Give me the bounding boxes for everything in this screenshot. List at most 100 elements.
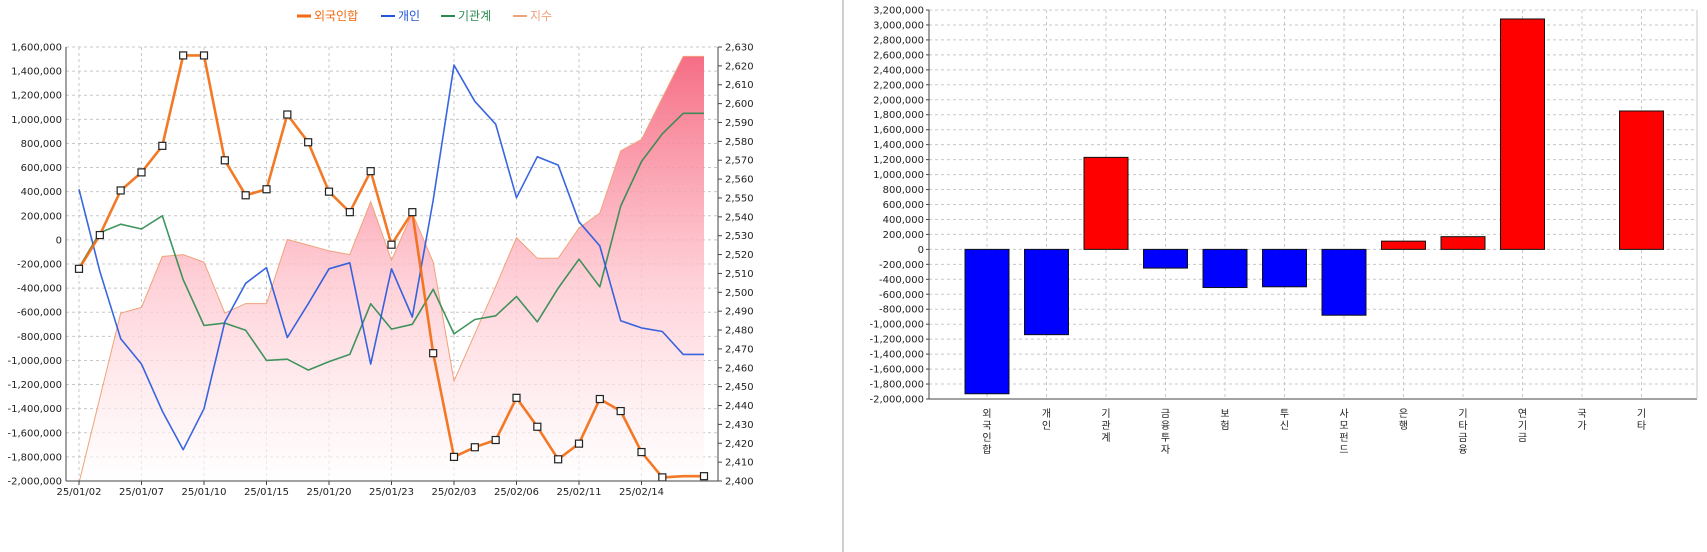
category-label-char: 타 — [1637, 420, 1646, 432]
foreign-point-14 — [366, 167, 375, 176]
foreign-point-30 — [699, 472, 709, 481]
series-markers — [74, 51, 709, 482]
investor-net-bar-chart: 3,200,000 3,000,000 2,800,000 2,600,000 2,40… — [846, 0, 1707, 552]
foreign-point-22 — [533, 422, 542, 431]
category-label-char: 기 — [1637, 408, 1646, 420]
y-left-tick-label: -800,000 — [17, 332, 62, 343]
legend-item-3: 지수 — [513, 9, 552, 23]
foreign-point-24 — [574, 439, 584, 448]
foreign-point-16 — [408, 208, 417, 217]
y-right-tick-label: 2,500 — [725, 288, 754, 299]
bar-5 — [1262, 248, 1307, 288]
institution-line — [78, 112, 704, 371]
y-left-tick-label: 600,000 — [21, 163, 62, 174]
category-label-9: 연기금 — [1518, 408, 1527, 444]
bar-6 — [1321, 248, 1367, 316]
foreign-point-21 — [512, 393, 521, 402]
category-label-1: 개인 — [1042, 408, 1051, 432]
y-tick-label: 2,200,000 — [873, 80, 924, 91]
category-label-char: 행 — [1399, 420, 1408, 432]
y-left-tick-label: -600,000 — [17, 308, 62, 319]
legend-label: 개인 — [398, 9, 420, 23]
y-tick-label: 800,000 — [883, 185, 924, 196]
y-right-tick-label: 2,550 — [725, 193, 754, 204]
bar-gridlines — [929, 9, 1697, 400]
bar-4 — [1202, 248, 1248, 289]
foreign-point-6 — [199, 51, 209, 60]
category-label-char: 인 — [1042, 420, 1051, 432]
y-tick-label: 1,800,000 — [873, 110, 924, 121]
y-left-tick-label: 1,200,000 — [11, 91, 62, 102]
y-left-tick-label: 400,000 — [21, 187, 62, 198]
y-tick-label: 200,000 — [883, 230, 924, 241]
category-label-char: 보 — [1220, 408, 1229, 420]
category-label-char: 금 — [1161, 408, 1170, 420]
category-label-2: 기관계 — [1101, 408, 1110, 444]
y-tick-label: 2,600,000 — [873, 50, 924, 61]
bar-8 — [1440, 236, 1486, 250]
y-tick-label: -1,000,000 — [869, 320, 924, 331]
foreign-point-28 — [658, 473, 667, 482]
y-right-tick-label: 2,420 — [725, 439, 754, 450]
individual-line — [78, 64, 704, 451]
category-label-7: 은행 — [1399, 408, 1408, 432]
y-tick-label: 600,000 — [883, 200, 924, 211]
category-label-char: 인 — [982, 432, 991, 444]
y-left-tick-label: 1,400,000 — [11, 67, 62, 78]
y-tick-label: 0 — [918, 245, 924, 256]
line-chart-svg: 외국인합 개인 기관계 지수 1,600,0001,400,0001,200,0001… — [7, 9, 754, 498]
y-tick-label: -200,000 — [879, 260, 924, 271]
y-tick-label: 2,000,000 — [873, 95, 924, 106]
y-right-tick-label: 2,450 — [725, 382, 754, 393]
category-label-char: 융 — [1161, 420, 1170, 432]
x-tick-label: 25/01/15 — [244, 487, 289, 498]
y-right-tick-label: 2,430 — [725, 420, 754, 431]
foreign-point-4 — [158, 141, 167, 150]
bar-2 — [1083, 156, 1129, 250]
foreign-point-3 — [137, 168, 146, 177]
y-tick-label: 1,200,000 — [873, 155, 924, 166]
y-left-tick-label: 200,000 — [21, 211, 62, 222]
legend-item-1: 개인 — [381, 9, 420, 23]
category-label-char: 금 — [1518, 432, 1527, 444]
bar-0 — [964, 248, 1010, 395]
foreign-point-23 — [554, 455, 563, 464]
y-tick-label: -1,400,000 — [869, 350, 924, 361]
x-tick-label: 25/01/02 — [57, 487, 102, 498]
category-label-char: 외 — [982, 408, 991, 420]
category-label-char: 펀 — [1339, 432, 1348, 444]
y-tick-label: -1,200,000 — [869, 335, 924, 346]
y-tick-label: 3,000,000 — [873, 20, 924, 31]
category-label-char: 융 — [1458, 444, 1467, 456]
y-right-tick-label: 2,490 — [725, 307, 754, 318]
category-label-4: 보험 — [1220, 408, 1229, 432]
foreign-point-27 — [637, 447, 646, 457]
y-tick-label: 3,200,000 — [873, 6, 924, 17]
y-right-tick-label: 2,480 — [725, 326, 754, 337]
legend-item-2: 기관계 — [441, 9, 491, 23]
category-label-char: 기 — [1518, 420, 1527, 432]
investor-trend-line-chart: 외국인합 개인 기관계 지수 1,600,000 1,400,000 1,200,000 1… — [0, 0, 840, 552]
y-left-tick-label: -1,200,000 — [7, 380, 62, 391]
foreign-point-0 — [74, 264, 84, 273]
bar-series — [964, 18, 1664, 395]
y-tick-label: 1,600,000 — [873, 125, 924, 136]
foreign-point-9 — [262, 185, 271, 194]
y-tick-label: 2,800,000 — [873, 35, 924, 46]
category-label-char: 국 — [982, 420, 991, 432]
category-label-0: 외국인합 — [982, 408, 991, 456]
y-tick-label: -800,000 — [879, 305, 924, 316]
x-tick-label: 25/02/14 — [619, 487, 664, 498]
y-tick-label: 1,400,000 — [873, 140, 924, 151]
y-tick-label: 2,400,000 — [873, 65, 924, 76]
bar-chart-svg: 3,200,000 3,000,000 2,800,000 2,600,000 2,40… — [869, 6, 1698, 456]
bar-1 — [1024, 248, 1069, 336]
bar-7 — [1381, 240, 1426, 250]
bar-3 — [1143, 248, 1188, 269]
category-label-char: 투 — [1161, 432, 1170, 444]
index-area-outline — [78, 55, 704, 484]
foreign-point-13 — [345, 208, 354, 217]
legend-label: 기관계 — [458, 9, 491, 23]
foreign-point-11 — [304, 138, 313, 147]
